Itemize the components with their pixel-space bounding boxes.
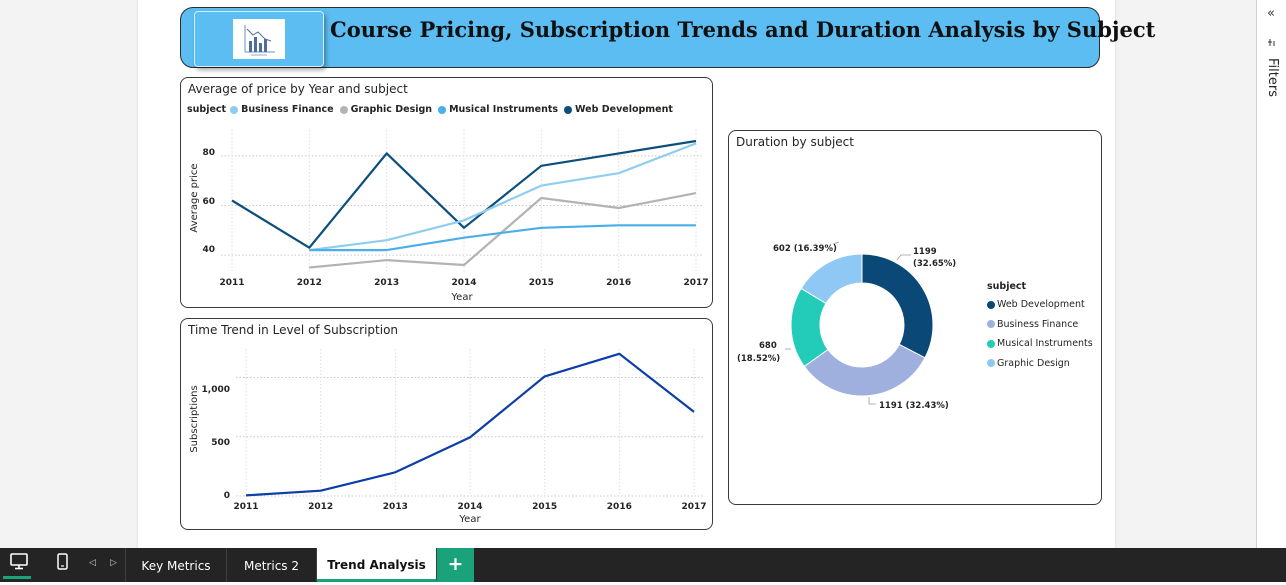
x-tick-label: 2013 <box>374 278 399 288</box>
legend-dot-icon <box>987 359 995 368</box>
legend-item-graphic-design[interactable]: Graphic Design <box>339 104 433 115</box>
x-axis-title: Year <box>450 292 473 303</box>
y-axis-title: Subscriptions <box>189 385 200 452</box>
x-tick-label: 2014 <box>457 502 482 512</box>
donut-slice-web-development[interactable] <box>861 253 934 359</box>
x-tick-label: 2017 <box>683 278 708 288</box>
legend-item-business-finance[interactable]: Business Finance <box>230 104 334 115</box>
subscriptions-chart-title: Time Trend in Level of Subscription <box>188 323 399 337</box>
series-line-graphic-design[interactable] <box>309 192 697 269</box>
leader-line <box>832 241 840 245</box>
legend-dot-icon <box>987 339 995 348</box>
donut-legend-title: subject <box>987 281 1027 292</box>
filters-pane[interactable]: « Filters <box>1256 0 1286 548</box>
legend-label: Graphic Design <box>997 357 1070 369</box>
x-tick-label: 2012 <box>308 502 333 512</box>
x-tick-label: 2015 <box>529 278 554 288</box>
series-line-musical-instruments[interactable] <box>309 224 696 252</box>
duration-chart-card[interactable]: Duration by subject 1199 (32.65%) 1191 (… <box>728 130 1102 505</box>
legend-item-graphic-design[interactable]: Graphic Design <box>987 354 1093 374</box>
y-tick-label: 40 <box>202 245 215 255</box>
x-tick-label: 2013 <box>383 502 408 512</box>
donut-slice-graphic-design[interactable] <box>800 253 863 305</box>
subscriptions-line-chart[interactable]: 0 500 1,000 2011 2012 2013 2014 2015 2016 2017… <box>181 319 712 529</box>
bar-chart-logo-icon <box>233 19 285 59</box>
filters-label[interactable]: Filters <box>1265 58 1280 97</box>
y-tick-label: 80 <box>202 148 215 158</box>
x-tick-label: 2012 <box>297 278 322 288</box>
legend-dot-icon <box>564 105 573 114</box>
title-banner <box>180 7 1100 68</box>
legend-dot-icon <box>438 105 447 114</box>
price-chart-legend: subject Business Finance Graphic Design … <box>187 104 679 115</box>
legend-label: Musical Instruments <box>449 104 559 115</box>
x-tick-label: 2016 <box>607 502 632 512</box>
filter-icon <box>1268 38 1276 50</box>
legend-item-web-development[interactable]: Web Development <box>987 295 1093 315</box>
price-chart-title: Average of price by Year and subject <box>188 82 408 96</box>
legend-item-musical-instruments[interactable]: Musical Instruments <box>438 104 558 115</box>
tab-key-metrics[interactable]: Key Metrics <box>125 548 227 582</box>
mobile-view-icon[interactable] <box>57 553 68 574</box>
data-label-business-finance: 1191 (32.43%) <box>879 401 949 411</box>
legend-item-business-finance[interactable]: Business Finance <box>987 315 1093 335</box>
add-page-button[interactable]: + <box>437 548 474 582</box>
subscriptions-chart-card[interactable]: Time Trend in Level of Subscription 0 50… <box>180 318 713 530</box>
x-tick-label: 2015 <box>532 502 557 512</box>
legend-dot-icon <box>987 320 995 329</box>
report-title: Course Pricing, Subscription Trends and … <box>330 17 1156 42</box>
legend-label: Web Development <box>997 299 1085 311</box>
series-line[interactable] <box>245 352 695 497</box>
data-label-musical-instruments-pct: (18.52%) <box>737 354 780 364</box>
legend-dot-icon <box>230 105 239 114</box>
prev-page-icon[interactable]: ◁ <box>89 558 96 568</box>
leader-line <box>868 397 876 405</box>
legend-dot-icon <box>339 105 348 114</box>
data-label-web-development-pct: (32.65%) <box>913 259 956 269</box>
desktop-view-indicator <box>3 576 31 579</box>
x-tick-label: 2011 <box>233 502 258 512</box>
legend-label: Business Finance <box>997 318 1079 330</box>
data-label-web-development: 1199 <box>913 247 937 257</box>
desktop-view-icon[interactable] <box>10 553 28 574</box>
logo-box <box>194 11 324 67</box>
data-label-graphic-design: 602 (16.39%) <box>773 244 837 254</box>
y-tick-label: 500 <box>211 438 230 448</box>
x-tick-label: 2014 <box>451 278 476 288</box>
tab-trend-analysis[interactable]: Trend Analysis <box>317 548 437 582</box>
next-page-icon[interactable]: ▷ <box>110 558 117 568</box>
x-tick-label: 2011 <box>219 278 244 288</box>
y-tick-label: 1,000 <box>202 385 230 395</box>
legend-item-web-development[interactable]: Web Development <box>564 104 673 115</box>
duration-chart-title: Duration by subject <box>736 135 854 149</box>
y-tick-label: 0 <box>224 491 230 501</box>
series-line-web-development[interactable] <box>231 139 697 249</box>
y-axis-title: Average price <box>189 163 200 232</box>
price-line-chart[interactable]: 40 60 80 2011 2012 2013 2014 2015 2016 2017 Ye… <box>181 78 712 307</box>
legend-label: Graphic Design <box>350 104 433 115</box>
legend-label: Web Development <box>575 104 673 115</box>
duration-donut-chart[interactable]: 1199 (32.65%) 1191 (32.43%) 680 (18.52%)… <box>729 131 1101 504</box>
x-axis-title: Year <box>458 514 481 525</box>
page-tab-bar: ◁ ▷ Key Metrics Metrics 2 Trend Analysis… <box>0 548 1286 582</box>
tab-metrics-2[interactable]: Metrics 2 <box>227 548 317 582</box>
double-chevron-left-icon[interactable]: « <box>1267 6 1275 21</box>
series-line-business-finance[interactable] <box>309 142 697 252</box>
legend-title: subject <box>187 104 227 115</box>
data-label-musical-instruments: 680 <box>759 341 777 351</box>
donut-slice-business-finance[interactable] <box>803 343 926 397</box>
x-tick-label: 2016 <box>606 278 631 288</box>
legend-dot-icon <box>987 300 995 309</box>
x-tick-label: 2017 <box>681 502 706 512</box>
legend-item-musical-instruments[interactable]: Musical Instruments <box>987 334 1093 354</box>
legend-label: Musical Instruments <box>997 338 1093 350</box>
legend-label: Business Finance <box>241 104 334 115</box>
y-tick-label: 60 <box>202 197 215 207</box>
price-chart-card[interactable]: Average of price by Year and subject sub… <box>180 77 713 308</box>
leader-line <box>896 254 911 261</box>
donut-legend: subject Web Development Business Finance… <box>987 281 1093 373</box>
